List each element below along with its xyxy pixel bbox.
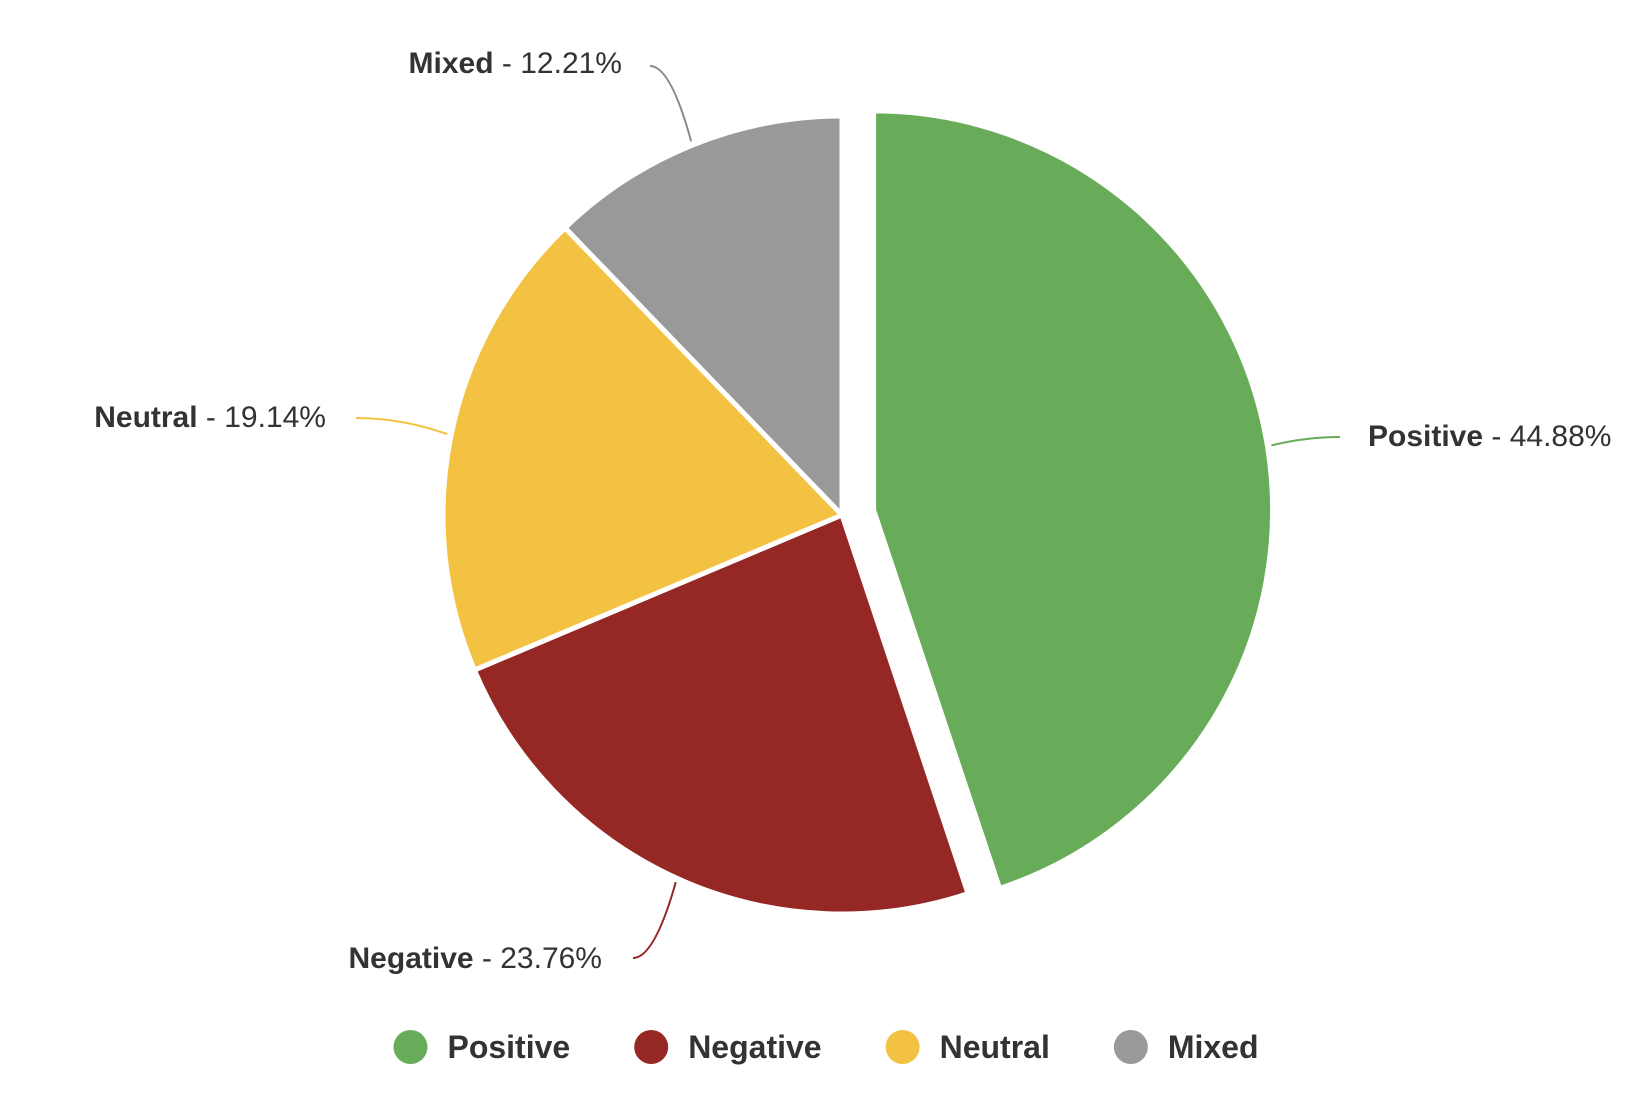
legend-item-mixed[interactable]: Mixed bbox=[1113, 1029, 1259, 1065]
data-label-neutral: Neutral - 19.14% bbox=[94, 401, 326, 434]
data-label-name: Positive bbox=[1368, 420, 1483, 453]
data-label-negative: Negative - 23.76% bbox=[349, 942, 602, 975]
data-label-name: Mixed bbox=[409, 47, 494, 80]
data-label-percent: - 23.76% bbox=[474, 942, 602, 975]
leader-line-negative bbox=[632, 881, 677, 959]
legend-label-neutral: Neutral bbox=[940, 1029, 1050, 1065]
leader-line-positive bbox=[1271, 436, 1341, 447]
pie-slice-mixed[interactable] bbox=[562, 113, 845, 518]
legend: Positive Negative Neutral Mixed bbox=[393, 1029, 1259, 1065]
data-labels-layer: Positive - 44.88% Negative - 23.76% Neutra… bbox=[94, 47, 1611, 975]
legend-marker-neutral bbox=[885, 1030, 920, 1064]
legend-marker-positive bbox=[393, 1030, 428, 1064]
legend-marker-mixed bbox=[1113, 1030, 1148, 1064]
legend-item-negative[interactable]: Negative bbox=[634, 1029, 822, 1065]
legend-label-mixed: Mixed bbox=[1168, 1029, 1259, 1065]
legend-item-neutral[interactable]: Neutral bbox=[885, 1029, 1050, 1065]
slices-layer bbox=[440, 108, 1276, 917]
data-label-percent: - 19.14% bbox=[198, 401, 326, 434]
data-label-percent: - 12.21% bbox=[494, 47, 622, 80]
leader-line-neutral bbox=[355, 417, 448, 436]
legend-item-positive[interactable]: Positive bbox=[393, 1029, 570, 1065]
data-label-name: Negative bbox=[349, 942, 474, 975]
legend-label-positive: Positive bbox=[447, 1029, 570, 1065]
data-label-name: Neutral bbox=[94, 401, 197, 434]
data-label-percent: - 44.88% bbox=[1483, 420, 1611, 453]
pie-slice-positive[interactable] bbox=[871, 108, 1276, 891]
pie-slice-negative[interactable] bbox=[471, 512, 971, 917]
leader-line-mixed bbox=[649, 65, 693, 142]
legend-marker-negative bbox=[634, 1030, 669, 1064]
data-label-mixed: Mixed - 12.21% bbox=[409, 47, 622, 80]
legend-label-negative: Negative bbox=[688, 1029, 821, 1065]
pie-slice-neutral[interactable] bbox=[440, 225, 845, 673]
leader-lines-layer bbox=[355, 65, 1341, 959]
data-label-positive: Positive - 44.88% bbox=[1368, 420, 1611, 453]
